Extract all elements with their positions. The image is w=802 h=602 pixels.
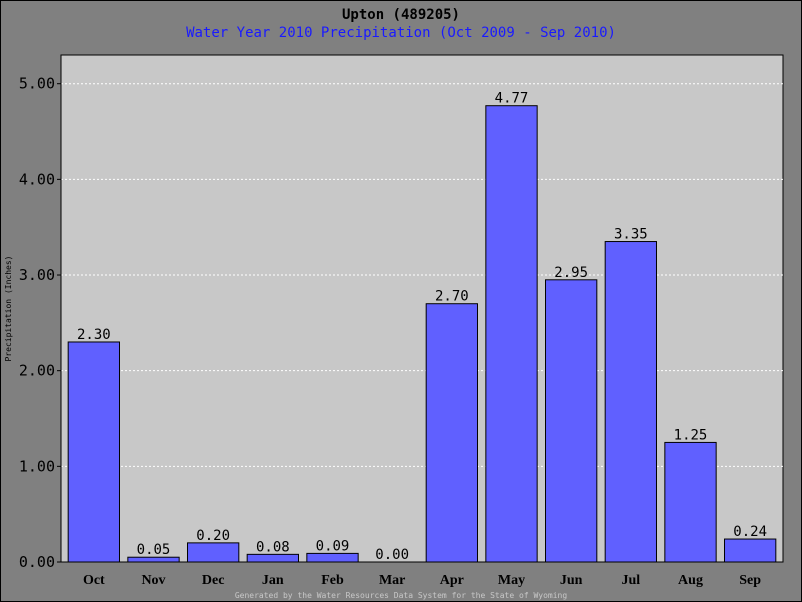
bar-may (485, 105, 538, 563)
bar-jun (545, 279, 598, 563)
x-tick-label: May (498, 573, 525, 588)
footer-credit: Generated by the Water Resources Data Sy… (234, 591, 568, 600)
x-tick-label: Nov (141, 573, 165, 588)
bar-aug (664, 441, 717, 563)
data-label: 2.30 (77, 327, 111, 343)
y-axis-label: Precipitation (Inches) (4, 256, 13, 362)
bar-apr (425, 303, 478, 563)
x-tick-label: Dec (202, 573, 225, 588)
y-tick-label: 3.00 (19, 266, 55, 284)
y-tick-label: 5.00 (19, 75, 55, 93)
data-label: 0.08 (256, 539, 290, 555)
x-tick-label: Feb (321, 573, 344, 588)
x-tick-label: Apr (440, 573, 464, 588)
data-label: 2.95 (554, 265, 588, 281)
x-tick-label: Jun (560, 573, 583, 588)
y-tick-label: 2.00 (19, 362, 55, 380)
x-tick-label: Jan (262, 573, 284, 588)
bar-oct (67, 341, 120, 563)
x-tick-label: Mar (379, 573, 405, 588)
chart-subtitle: Water Year 2010 Precipitation (Oct 2009 … (186, 25, 616, 41)
data-label: 2.70 (435, 289, 469, 305)
y-tick-label: 0.00 (19, 553, 55, 571)
bar-jul (604, 241, 657, 563)
bar-feb (306, 552, 359, 563)
data-label: 4.77 (495, 91, 529, 107)
x-tick-label: Sep (739, 573, 761, 588)
data-label: 3.35 (614, 227, 648, 243)
bar-jan (246, 553, 299, 563)
data-label: 0.24 (733, 524, 767, 540)
x-tick-label: Aug (678, 573, 703, 588)
plot-area (60, 54, 784, 563)
data-label: 0.09 (316, 538, 350, 554)
x-tick-label: Oct (83, 573, 105, 588)
data-label: 0.00 (375, 547, 409, 563)
x-tick-label: Jul (621, 573, 640, 588)
chart-title: Upton (489205) (341, 7, 460, 23)
y-tick-label: 4.00 (19, 170, 55, 188)
data-label: 0.05 (137, 542, 171, 558)
data-label: 0.20 (196, 528, 230, 544)
data-label: 1.25 (674, 427, 708, 443)
bar-dec (187, 542, 240, 563)
bar-sep (724, 538, 777, 563)
y-tick-label: 1.00 (19, 457, 55, 475)
